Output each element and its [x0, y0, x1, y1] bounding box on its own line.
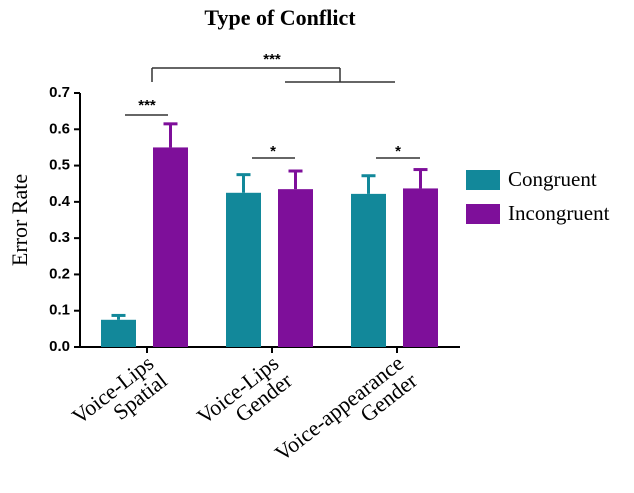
y-tick-label: 0.1: [49, 302, 70, 319]
significance-label: ***: [263, 51, 281, 68]
y-axis-label: Error Rate: [7, 174, 32, 266]
significance-label: *: [270, 143, 276, 160]
legend-label: Congruent: [508, 167, 597, 191]
y-tick-label: 0.6: [49, 120, 70, 137]
y-tick-label: 0.3: [49, 229, 70, 246]
y-tick-label: 0.5: [49, 157, 70, 174]
bar: [226, 192, 261, 347]
bar: [351, 193, 386, 347]
significance-label: *: [395, 143, 401, 160]
legend-swatch: [466, 204, 500, 224]
bar: [403, 188, 438, 347]
bar: [153, 147, 188, 347]
y-tick-label: 0.4: [49, 193, 71, 210]
bar: [101, 319, 136, 347]
y-tick-label: 0.7: [49, 84, 70, 101]
legend-swatch: [466, 170, 500, 190]
y-tick-label: 0.0: [49, 338, 70, 355]
legend-label: Incongruent: [508, 201, 610, 225]
y-tick-label: 0.2: [49, 265, 70, 282]
chart-title: Type of Conflict: [204, 5, 356, 30]
significance-label: ***: [138, 97, 156, 114]
bar: [278, 189, 313, 347]
